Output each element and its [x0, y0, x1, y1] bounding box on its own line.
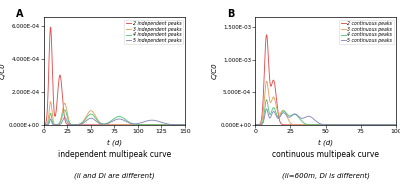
- 5 continuous peaks: [307, 115, 312, 118]
- 3 continuous peaks: [313, 124, 318, 126]
- 4 independent peaks: [58, 122, 62, 124]
- Text: A: A: [16, 9, 23, 19]
- 3 independent peaks: [42, 124, 46, 126]
- Line: 5 independent peaks: 5 independent peaks: [44, 117, 185, 125]
- 2 continuous peaks: [379, 124, 384, 126]
- 2 independent peaks: [102, 124, 106, 126]
- Line: 2 continuous peaks: 2 continuous peaks: [255, 35, 396, 125]
- 2 independent peaks: [66, 124, 71, 126]
- 3 independent peaks: [182, 124, 187, 126]
- 4 independent peaks: [42, 124, 46, 126]
- Text: B: B: [227, 9, 234, 19]
- 5 independent peaks: [58, 123, 62, 126]
- 4 continuous peaks: [394, 124, 398, 126]
- 5 independent peaks: [42, 124, 46, 126]
- Text: (li=600m, Di is different): (li=600m, Di is different): [282, 173, 370, 179]
- 5 continuous peaks: [253, 124, 258, 126]
- 4 continuous peaks: [391, 124, 396, 126]
- 5 independent peaks: [164, 123, 169, 125]
- 2 independent peaks: [58, 74, 62, 76]
- 4 independent peaks: [96, 120, 100, 122]
- 3 continuous peaks: [307, 124, 312, 126]
- 5 continuous peaks: [391, 124, 396, 126]
- 5 independent peaks: [96, 122, 100, 124]
- Line: 5 continuous peaks: 5 continuous peaks: [255, 109, 396, 125]
- 2 continuous peaks: [307, 124, 312, 126]
- Legend: 2 continuous peaks, 3 continuous peaks, 4 continuous peaks, 5 continuous peaks: 2 continuous peaks, 3 continuous peaks, …: [339, 20, 394, 44]
- 5 independent peaks: [62, 116, 67, 118]
- 2 continuous peaks: [391, 124, 396, 126]
- 2 continuous peaks: [253, 124, 258, 126]
- 2 independent peaks: [164, 124, 169, 126]
- 5 continuous peaks: [269, 114, 274, 117]
- 5 continuous peaks: [394, 124, 398, 126]
- 2 independent peaks: [180, 124, 184, 126]
- 4 continuous peaks: [253, 124, 258, 126]
- 2 independent peaks: [48, 26, 53, 28]
- 2 independent peaks: [42, 124, 46, 126]
- Text: independent multipeak curve: independent multipeak curve: [58, 150, 171, 159]
- Y-axis label: C/C0: C/C0: [211, 63, 217, 79]
- 4 independent peaks: [164, 124, 169, 126]
- 4 continuous peaks: [264, 98, 269, 101]
- Line: 3 continuous peaks: 3 continuous peaks: [255, 81, 396, 125]
- X-axis label: t (d): t (d): [107, 140, 122, 146]
- X-axis label: t (d): t (d): [318, 140, 333, 146]
- 5 continuous peaks: [264, 108, 269, 110]
- 3 independent peaks: [180, 124, 184, 126]
- 4 independent peaks: [182, 124, 187, 126]
- 3 continuous peaks: [253, 124, 258, 126]
- 2 continuous peaks: [394, 124, 398, 126]
- 3 continuous peaks: [394, 124, 398, 126]
- 3 continuous peaks: [376, 124, 380, 126]
- 4 independent peaks: [66, 120, 71, 122]
- 5 independent peaks: [66, 123, 71, 125]
- 5 continuous peaks: [313, 119, 318, 122]
- Line: 3 independent peaks: 3 independent peaks: [44, 102, 185, 125]
- 3 continuous peaks: [277, 113, 282, 115]
- 2 continuous peaks: [277, 120, 282, 122]
- Legend: 2 independent peaks, 3 independent peaks, 4 independent peaks, 5 independent pea: 2 independent peaks, 3 independent peaks…: [124, 20, 182, 44]
- 3 independent peaks: [164, 124, 169, 126]
- 4 independent peaks: [180, 124, 184, 126]
- 2 independent peaks: [96, 124, 100, 126]
- 4 continuous peaks: [277, 115, 282, 118]
- Line: 2 independent peaks: 2 independent peaks: [44, 27, 185, 125]
- Text: continuous multipeak curve: continuous multipeak curve: [272, 150, 379, 159]
- 3 continuous peaks: [269, 100, 274, 103]
- 5 independent peaks: [180, 124, 184, 126]
- 4 independent peaks: [62, 109, 67, 111]
- 3 continuous peaks: [264, 80, 269, 82]
- 5 independent peaks: [102, 123, 106, 125]
- 5 independent peaks: [182, 124, 187, 126]
- Text: (li and Di are different): (li and Di are different): [74, 173, 155, 179]
- 3 continuous peaks: [391, 124, 396, 126]
- Y-axis label: C/C0: C/C0: [0, 63, 6, 79]
- 3 independent peaks: [66, 118, 71, 120]
- 4 continuous peaks: [376, 124, 380, 126]
- 2 independent peaks: [148, 124, 152, 126]
- 3 independent peaks: [102, 123, 106, 126]
- 4 continuous peaks: [313, 124, 318, 126]
- 4 continuous peaks: [307, 123, 312, 126]
- 4 continuous peaks: [269, 111, 274, 113]
- Line: 4 independent peaks: 4 independent peaks: [44, 110, 185, 125]
- 2 continuous peaks: [269, 85, 274, 87]
- 3 independent peaks: [48, 100, 53, 103]
- 5 continuous peaks: [376, 124, 380, 126]
- 2 continuous peaks: [376, 124, 380, 126]
- Line: 4 continuous peaks: 4 continuous peaks: [255, 100, 396, 125]
- 4 independent peaks: [102, 123, 106, 125]
- 3 independent peaks: [58, 120, 62, 123]
- 2 continuous peaks: [313, 124, 318, 126]
- 2 continuous peaks: [264, 34, 269, 36]
- 2 independent peaks: [182, 124, 187, 126]
- 3 independent peaks: [96, 119, 100, 122]
- 5 continuous peaks: [277, 116, 282, 118]
